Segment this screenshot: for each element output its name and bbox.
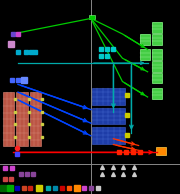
Bar xyxy=(140,34,150,45)
Bar xyxy=(16,92,28,146)
Bar xyxy=(3,92,14,146)
Bar xyxy=(89,15,95,19)
Bar xyxy=(152,61,162,72)
Bar xyxy=(92,127,125,144)
Bar xyxy=(152,34,162,45)
Bar xyxy=(152,22,162,33)
Bar xyxy=(152,73,162,83)
Bar xyxy=(152,49,162,60)
Bar xyxy=(156,147,166,155)
Bar xyxy=(140,49,150,60)
Bar xyxy=(92,88,125,105)
Bar xyxy=(92,108,125,124)
Bar xyxy=(152,88,162,99)
Bar xyxy=(30,92,41,146)
